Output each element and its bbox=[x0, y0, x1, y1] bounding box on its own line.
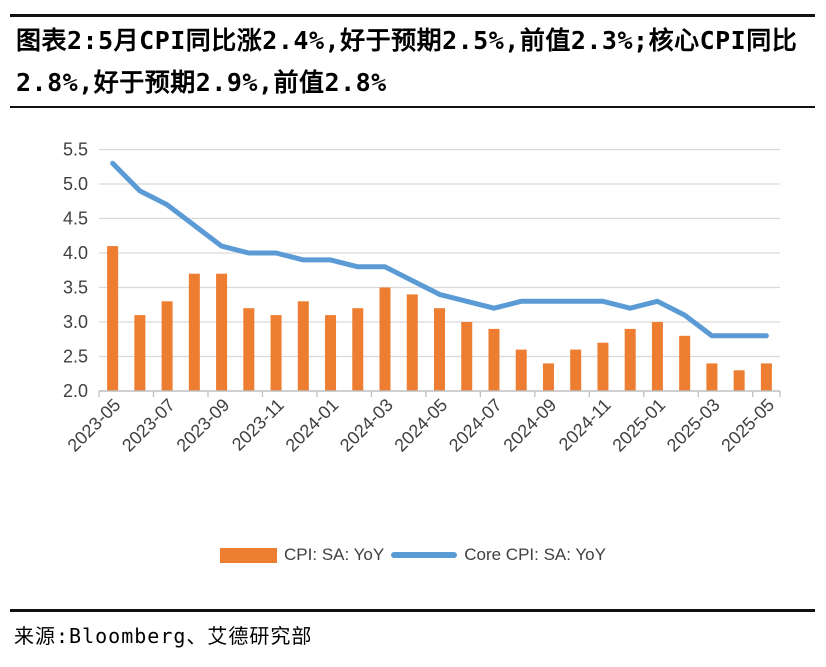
x-tick-label: 2024-05 bbox=[390, 395, 451, 456]
legend-label-cpi: CPI: SA: YoY bbox=[284, 545, 385, 564]
cpi-chart: 2.0 2.5 3.0 3.5 4.0 4.5 5.0 5.5 2023-05 2023-07 20… bbox=[0, 118, 826, 510]
cpi-bar-2024-12 bbox=[624, 328, 636, 391]
cpi-bar-2023-05 bbox=[107, 246, 119, 391]
x-tick-label: 2024-07 bbox=[445, 395, 506, 456]
cpi-bar-2024-09 bbox=[542, 363, 554, 391]
cpi-bar-2023-07 bbox=[161, 301, 173, 391]
top-divider bbox=[10, 14, 815, 17]
chart-legend: CPI: SA: YoY Core CPI: SA: YoY bbox=[0, 542, 826, 568]
y-tick-label: 3.5 bbox=[63, 278, 88, 298]
source-note: 来源:Bloomberg、艾德研究部 bbox=[14, 624, 313, 648]
y-tick-label: 3.0 bbox=[63, 312, 88, 332]
x-tick-label: 2023-09 bbox=[173, 395, 234, 456]
cpi-bar-2024-03 bbox=[379, 287, 391, 391]
y-tick-label: 4.5 bbox=[63, 209, 88, 229]
cpi-bar-2025-04 bbox=[733, 370, 745, 391]
x-tick-label: 2025-01 bbox=[608, 395, 669, 456]
cpi-bar-2025-05 bbox=[760, 363, 772, 391]
cpi-bar-2024-02 bbox=[352, 308, 364, 391]
cpi-bar-2023-09 bbox=[216, 273, 228, 391]
title-divider bbox=[10, 106, 815, 108]
legend-label-core-cpi: Core CPI: SA: YoY bbox=[464, 545, 606, 564]
figure-title: 图表2:5月CPI同比涨2.4%,好于预期2.5%,前值2.3%;核心CPI同比… bbox=[16, 26, 798, 97]
cpi-bar-2023-06 bbox=[134, 315, 146, 391]
y-tick-label: 2.5 bbox=[63, 347, 88, 367]
cpi-bar-2025-03 bbox=[706, 363, 718, 391]
x-tick-label: 2023-11 bbox=[228, 395, 288, 455]
x-tick-label: 2024-03 bbox=[336, 395, 397, 456]
x-tick-label: 2024-11 bbox=[555, 395, 615, 455]
cpi-bar-swatch bbox=[220, 547, 278, 563]
x-tick-label: 2023-07 bbox=[118, 395, 179, 456]
cpi-bar-2024-07 bbox=[488, 328, 500, 391]
core-cpi-line-swatch bbox=[391, 552, 458, 558]
cpi-bar-2023-08 bbox=[188, 273, 200, 391]
y-tick-label: 5.0 bbox=[63, 174, 88, 194]
cpi-bar-2025-01 bbox=[651, 322, 663, 391]
chart-canvas: 2.02.53.03.54.04.55.05.52023-052023-0720… bbox=[63, 140, 781, 456]
cpi-bar-2024-04 bbox=[406, 294, 418, 391]
x-tick-label: 2025-03 bbox=[663, 395, 724, 456]
cpi-bar-2024-01 bbox=[325, 315, 337, 391]
cpi-bar-2025-02 bbox=[679, 335, 691, 391]
cpi-bar-2024-08 bbox=[515, 349, 527, 391]
y-tick-label: 2.0 bbox=[63, 381, 88, 401]
cpi-bar-2024-05 bbox=[434, 308, 445, 391]
cpi-bar-2023-12 bbox=[297, 301, 309, 391]
y-tick-label: 4.0 bbox=[63, 243, 88, 263]
x-tick-label: 2025-05 bbox=[717, 395, 778, 456]
x-tick-label: 2023-05 bbox=[64, 395, 125, 456]
x-tick-label: 2024-01 bbox=[282, 395, 343, 456]
bottom-divider bbox=[10, 609, 815, 612]
core-cpi-line bbox=[110, 160, 769, 339]
cpi-bar-2023-11 bbox=[270, 315, 282, 391]
y-tick-label: 5.5 bbox=[63, 140, 88, 160]
cpi-bar-2024-11 bbox=[597, 342, 609, 391]
cpi-bar-2024-10 bbox=[570, 349, 582, 391]
cpi-bar-2024-06 bbox=[461, 322, 473, 391]
x-tick-label: 2024-09 bbox=[499, 395, 560, 456]
cpi-bar-2023-10 bbox=[243, 308, 255, 391]
